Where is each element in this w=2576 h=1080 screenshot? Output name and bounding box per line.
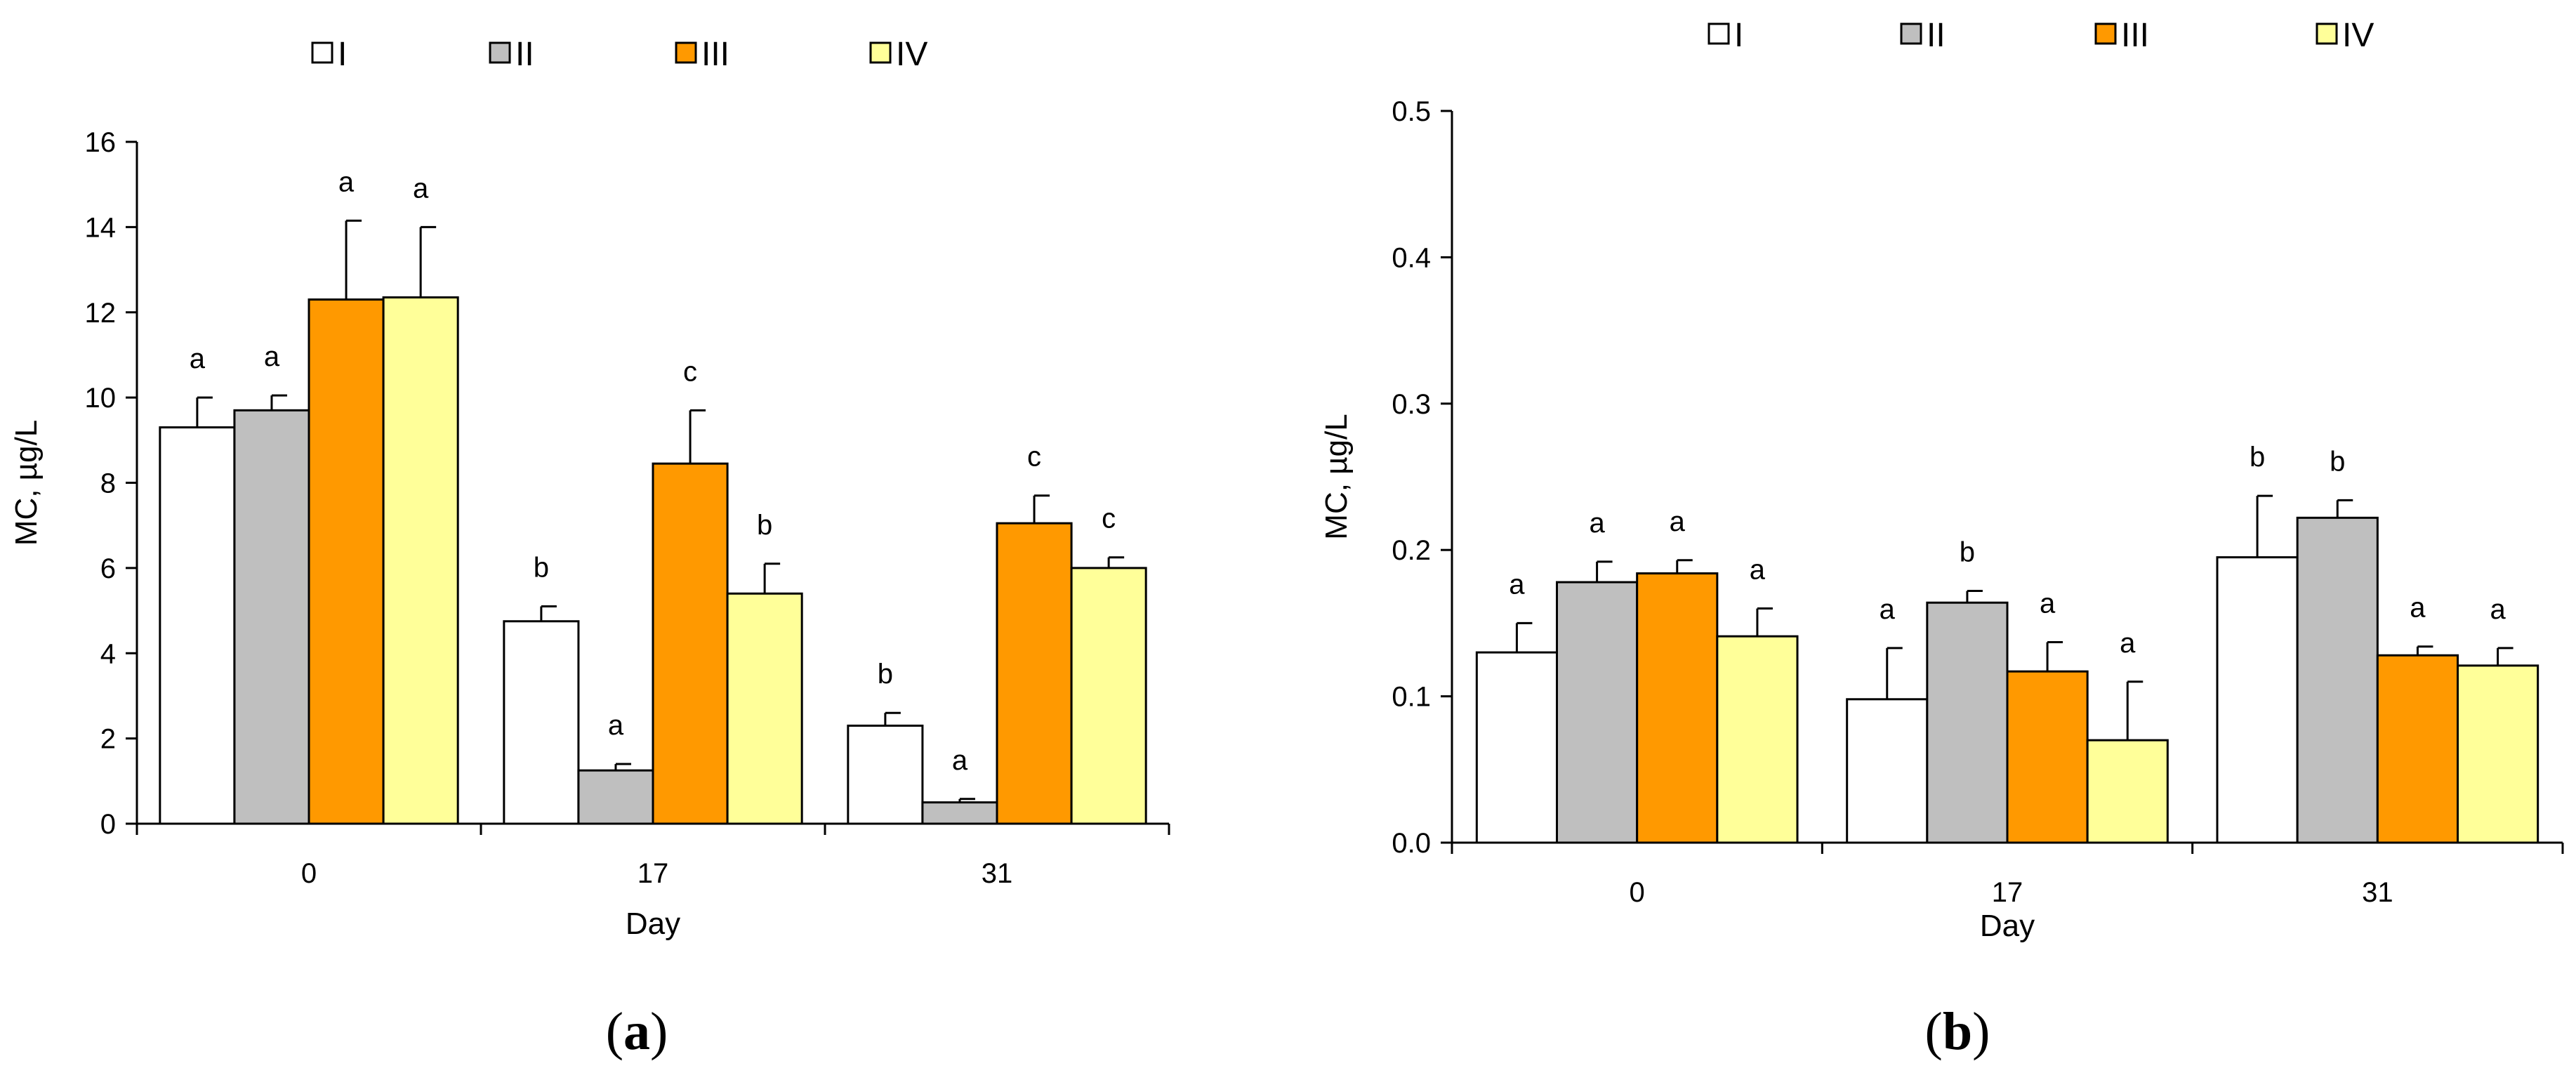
y-tick-label: 16 <box>85 127 117 158</box>
x-axis-title: Day <box>626 907 680 941</box>
y-tick-label: 2 <box>100 724 116 755</box>
x-axis-title: Day <box>1980 909 2035 943</box>
significance-label: a <box>1880 594 1896 625</box>
bar-II-day-17 <box>577 769 654 825</box>
y-tick-label: 12 <box>85 298 117 329</box>
significance-label: b <box>2330 446 2345 477</box>
x-tick-label: 17 <box>638 858 669 889</box>
legend-swatch-II <box>1900 22 1922 45</box>
legend-label-III: III <box>701 36 729 73</box>
bar-III-day-0 <box>308 298 385 825</box>
significance-label: b <box>534 552 549 583</box>
legend-swatch-III <box>675 41 697 64</box>
legend-swatch-I <box>311 41 333 64</box>
y-tick-label: 6 <box>100 553 116 584</box>
significance-label: a <box>1509 569 1525 600</box>
chart-panel-a: 0 2 4 6 8 10 12 14 16 a a a a 0 b a c b 17 b a c c 31 Day MC, µg/… <box>9 36 1170 1061</box>
legend-label-III: III <box>2121 17 2149 54</box>
significance-label: a <box>413 173 429 204</box>
legend-label-I: I <box>338 36 347 73</box>
panel-label: (b) <box>1925 1002 1990 1061</box>
y-axis-title: MC, µg/L <box>9 420 44 546</box>
significance-label: a <box>2040 588 2056 619</box>
x-tick-label: 17 <box>1992 877 2023 908</box>
significance-label: b <box>2250 442 2265 473</box>
bar-IV-day-17 <box>726 592 803 825</box>
y-tick-label: 0.4 <box>1392 242 1431 273</box>
significance-label: c <box>1102 503 1116 534</box>
bar-II-day-17 <box>1926 601 2009 844</box>
bar-I-day-31 <box>2216 556 2299 844</box>
bar-II-day-0 <box>1555 581 1639 844</box>
y-tick-label: 14 <box>85 212 117 243</box>
y-tick-label: 4 <box>100 638 116 669</box>
y-tick-label: 0.1 <box>1392 682 1431 713</box>
y-tick-label: 0.0 <box>1392 828 1431 859</box>
y-tick-label: 0.5 <box>1392 96 1431 127</box>
significance-label: b <box>757 510 772 541</box>
bar-I-day-17 <box>503 620 580 825</box>
legend-label-I: I <box>1734 17 1743 54</box>
y-tick-label: 0.3 <box>1392 389 1431 420</box>
significance-label: a <box>1750 555 1766 586</box>
legend-label-II: II <box>1927 17 1946 54</box>
significance-label: a <box>338 166 355 197</box>
y-tick-label: 0 <box>100 809 116 840</box>
legend-label-II: II <box>515 36 534 73</box>
x-tick-label: 31 <box>982 858 1013 889</box>
panel-label: (a) <box>606 1002 668 1061</box>
significance-label: a <box>608 710 624 741</box>
significance-label: c <box>683 356 697 387</box>
legend-swatch-III <box>2094 22 2117 45</box>
bar-I-day-17 <box>1846 698 1929 844</box>
bar-III-day-31 <box>2376 654 2459 844</box>
significance-label: a <box>190 343 206 374</box>
significance-label: a <box>1589 508 1605 539</box>
legend-swatch-IV <box>869 41 892 64</box>
bar-II-day-0 <box>233 409 310 825</box>
x-tick-label: 0 <box>301 858 317 889</box>
legend-swatch-IV <box>2316 22 2338 45</box>
y-axis-title: MC, µg/L <box>1319 414 1354 539</box>
bar-I-day-0 <box>159 426 236 825</box>
legend-swatch-II <box>489 41 511 64</box>
significance-label: a <box>2410 593 2426 624</box>
significance-label: a <box>1670 506 1686 537</box>
chart-panel-b: 0.0 0.1 0.2 0.3 0.4 0.5 a a a a 0 a b a a 17 b b a a 31 Day MC… <box>1319 17 2564 1061</box>
significance-label: a <box>264 341 280 372</box>
y-tick-label: 0.2 <box>1392 535 1431 566</box>
significance-label: a <box>2120 628 2136 659</box>
x-tick-label: 31 <box>2362 877 2393 908</box>
bar-III-day-17 <box>2006 670 2089 844</box>
x-tick-label: 0 <box>1630 877 1645 908</box>
bar-IV-day-0 <box>1716 635 1799 844</box>
bar-II-day-31 <box>2296 516 2379 844</box>
bar-IV-day-31 <box>1070 567 1147 825</box>
bar-IV-day-17 <box>2086 739 2169 844</box>
bar-III-day-31 <box>996 522 1073 825</box>
bar-I-day-0 <box>1475 651 1558 844</box>
y-tick-label: 8 <box>100 468 116 499</box>
bar-IV-day-0 <box>382 296 459 825</box>
significance-label: c <box>1027 442 1041 473</box>
significance-label: b <box>878 659 893 690</box>
legend-swatch-I <box>1708 22 1730 45</box>
significance-label: b <box>1960 537 1975 568</box>
bar-III-day-0 <box>1636 572 1719 844</box>
legend-label-IV: IV <box>2342 17 2374 54</box>
significance-label: a <box>952 745 968 776</box>
significance-label: a <box>2490 594 2506 625</box>
bar-III-day-17 <box>652 462 729 825</box>
legend-label-IV: IV <box>896 36 927 73</box>
bar-I-day-31 <box>847 724 924 825</box>
bar-IV-day-31 <box>2457 664 2539 844</box>
bar-II-day-31 <box>921 801 998 825</box>
y-tick-label: 10 <box>85 383 117 414</box>
